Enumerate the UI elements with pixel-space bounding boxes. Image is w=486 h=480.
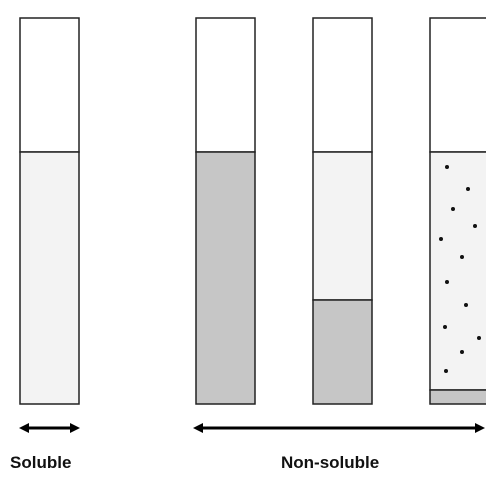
non-soluble-label: Non-soluble [281,453,380,472]
tube-sediment-supernatant [312,151,373,301]
particle [460,350,464,354]
particle [473,224,477,228]
tube-soluble-liquid [19,151,80,405]
tube-particles-sediment [429,389,486,405]
tube-sediment [312,17,373,405]
particle [477,336,481,340]
particle [445,165,449,169]
particle [451,207,455,211]
particle [464,303,468,307]
tube-soluble-headspace [19,17,80,153]
particle [443,325,447,329]
tube-sediment-layer [312,299,373,405]
suspended-particles [439,165,481,373]
particle [466,187,470,191]
tube-particles-liquid [429,151,486,391]
tube-sediment-headspace [312,17,373,153]
tube-soluble [19,17,80,405]
particle [439,237,443,241]
particle [445,280,449,284]
soluble-label: Soluble [10,453,72,472]
tube-turbid-liquid [195,151,256,405]
tube-turbid-headspace [195,17,256,153]
tube-particles-headspace [429,17,486,153]
particle [460,255,464,259]
particle [444,369,448,373]
tube-particles [429,17,486,405]
tube-turbid [195,17,256,405]
